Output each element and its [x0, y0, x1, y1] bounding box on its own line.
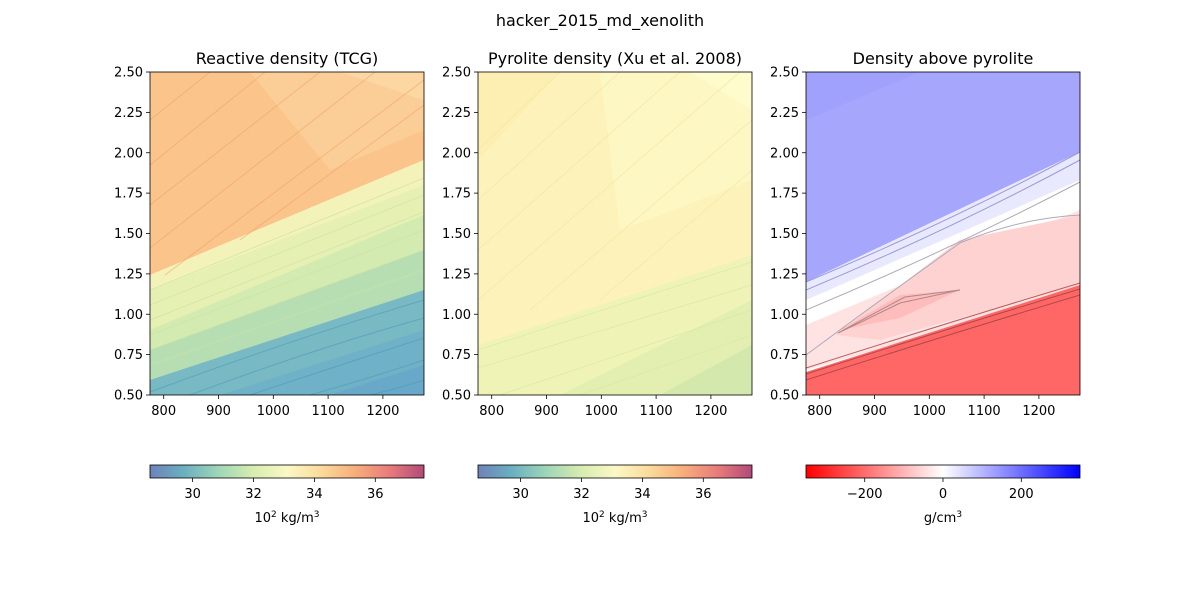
- y-tick-label: 0.50: [770, 389, 799, 404]
- x-axis: 800 900 1000 1100 1200: [479, 395, 727, 419]
- x-tick-label: 1100: [312, 404, 345, 419]
- y-tick-label: 0.75: [114, 348, 143, 363]
- panel-pyrolite-density: Pyrolite density (Xu et al. 2008): [442, 49, 753, 419]
- colorbar-gradient: [149, 464, 425, 479]
- panel-title: Reactive density (TCG): [196, 49, 379, 68]
- y-tick-label: 2.00: [770, 146, 799, 161]
- y-tick-label: 1.25: [442, 267, 471, 282]
- y-tick-label: 1.50: [442, 227, 471, 242]
- x-tick-label: 1100: [640, 404, 673, 419]
- heatmap-field: [806, 72, 1080, 395]
- y-tick-label: 1.25: [770, 267, 799, 282]
- x-tick-label: 1000: [913, 404, 946, 419]
- panel-title: Pyrolite density (Xu et al. 2008): [488, 49, 742, 68]
- y-tick-label: 0.75: [770, 348, 799, 363]
- y-tick-label: 1.50: [770, 227, 799, 242]
- x-tick-label: 800: [151, 404, 176, 419]
- y-axis: 0.50 0.75 1.00 1.25 1.50 1.75 2.00 2.25 2.50: [770, 66, 806, 404]
- y-tick-label: 2.50: [442, 66, 471, 81]
- x-axis: 800 900 1000 1100 1200: [807, 395, 1055, 419]
- y-tick-label: 1.50: [114, 227, 143, 242]
- y-tick-label: 2.00: [442, 146, 471, 161]
- y-tick-label: 2.50: [770, 66, 799, 81]
- colorbars: 30 32 34 36 102 kg/m3 30 32 34 36 102 kg/m3 −200 0 2…: [149, 464, 1081, 526]
- y-tick-label: 2.25: [114, 106, 143, 121]
- colorbar-gradient: [805, 464, 1081, 479]
- colorbar-label: 102 kg/m3: [583, 510, 648, 526]
- panel-density-above-pyrolite: Density above pyrolite: [770, 49, 1081, 419]
- colorbar-tick-label: 30: [184, 487, 201, 502]
- x-tick-label: 800: [479, 404, 504, 419]
- colorbar-3: −200 0 200 g/cm3: [805, 464, 1081, 526]
- y-tick-label: 0.75: [442, 348, 471, 363]
- panel-title: Density above pyrolite: [853, 49, 1034, 68]
- y-tick-label: 1.75: [770, 187, 799, 202]
- y-tick-label: 1.00: [770, 308, 799, 323]
- colorbar-tick-label: 32: [573, 487, 590, 502]
- figure-title: hacker_2015_md_xenolith: [496, 11, 704, 31]
- heatmap-field: [478, 72, 752, 395]
- x-axis: 800 900 1000 1100 1200: [151, 395, 399, 419]
- colorbar-tick-label: 200: [1009, 487, 1034, 502]
- y-tick-label: 1.75: [114, 187, 143, 202]
- colorbar-tick-label: 36: [367, 487, 384, 502]
- x-tick-label: 800: [807, 404, 832, 419]
- x-tick-label: 1200: [1022, 404, 1055, 419]
- x-tick-label: 1000: [585, 404, 618, 419]
- colorbar-tick-label: 36: [695, 487, 712, 502]
- y-tick-label: 1.75: [442, 187, 471, 202]
- x-tick-label: 1100: [968, 404, 1001, 419]
- colorbar-tick-label: 34: [306, 487, 323, 502]
- heatmap-field: [150, 72, 424, 395]
- panel-reactive-density: Reactive density (TCG): [114, 49, 425, 419]
- colorbar-tick-label: 32: [245, 487, 262, 502]
- y-tick-label: 2.25: [442, 106, 471, 121]
- colorbar-tick-label: 30: [512, 487, 529, 502]
- y-tick-label: 0.50: [442, 389, 471, 404]
- y-axis: 0.50 0.75 1.00 1.25 1.50 1.75 2.00 2.25 2.50: [114, 66, 150, 404]
- y-tick-label: 1.00: [114, 308, 143, 323]
- colorbar-tick-label: 34: [634, 487, 651, 502]
- colorbar-gradient: [477, 464, 753, 479]
- colorbar-label: g/cm3: [924, 510, 962, 526]
- y-axis: 0.50 0.75 1.00 1.25 1.50 1.75 2.00 2.25 2.50: [442, 66, 478, 404]
- y-tick-label: 2.25: [770, 106, 799, 121]
- x-tick-label: 1200: [366, 404, 399, 419]
- x-tick-label: 900: [862, 404, 887, 419]
- y-tick-label: 1.25: [114, 267, 143, 282]
- x-tick-label: 1000: [257, 404, 290, 419]
- x-tick-label: 900: [206, 404, 231, 419]
- y-tick-label: 0.50: [114, 389, 143, 404]
- colorbar-tick-label: −200: [847, 487, 883, 502]
- y-tick-label: 1.00: [442, 308, 471, 323]
- colorbar-1: 30 32 34 36 102 kg/m3: [149, 464, 425, 526]
- y-tick-label: 2.50: [114, 66, 143, 81]
- colorbar-tick-label: 0: [939, 487, 947, 502]
- x-tick-label: 1200: [694, 404, 727, 419]
- x-tick-label: 900: [534, 404, 559, 419]
- colorbar-2: 30 32 34 36 102 kg/m3: [477, 464, 753, 526]
- y-tick-label: 2.00: [114, 146, 143, 161]
- colorbar-label: 102 kg/m3: [255, 510, 320, 526]
